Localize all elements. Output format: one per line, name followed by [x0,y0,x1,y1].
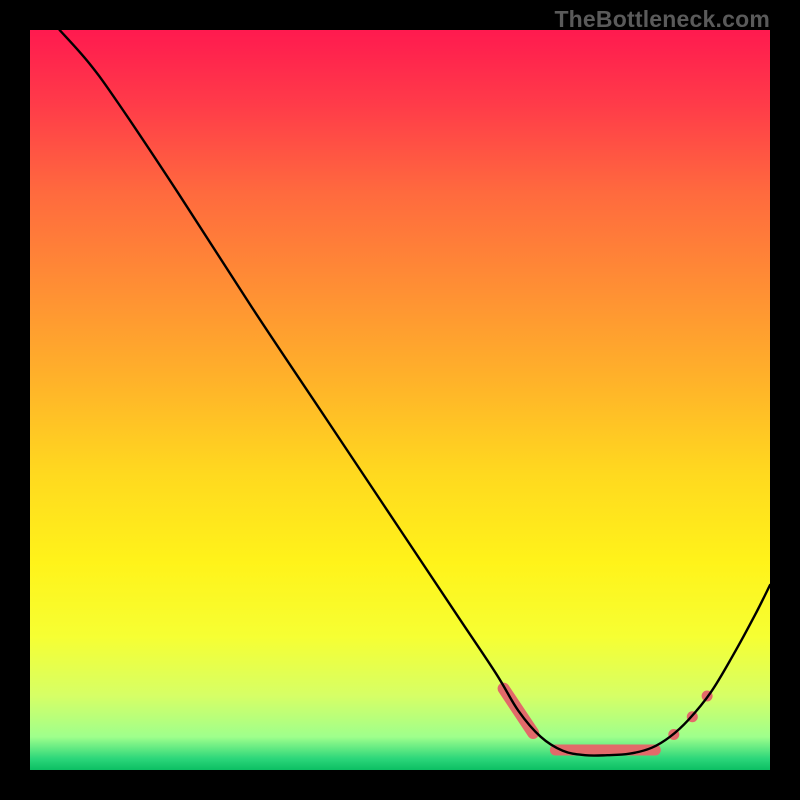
plot-svg [30,30,770,770]
plot-area [30,30,770,770]
gradient-background [30,30,770,770]
chart-frame: TheBottleneck.com [0,0,800,800]
watermark-text: TheBottleneck.com [554,6,770,33]
